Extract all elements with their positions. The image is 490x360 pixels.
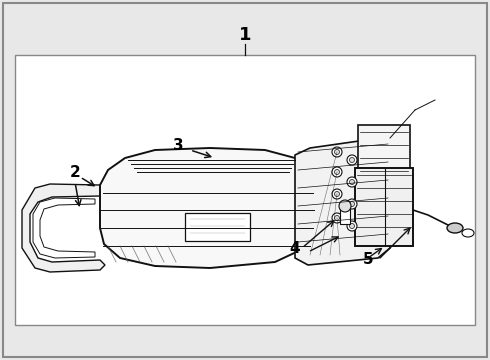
Bar bbox=[355, 168, 413, 246]
Polygon shape bbox=[22, 184, 105, 272]
Circle shape bbox=[332, 189, 342, 199]
Polygon shape bbox=[295, 138, 390, 265]
Bar bbox=[15, 55, 475, 325]
Circle shape bbox=[339, 200, 351, 212]
Text: 1: 1 bbox=[239, 26, 251, 44]
Circle shape bbox=[349, 158, 354, 162]
Circle shape bbox=[349, 224, 354, 229]
Circle shape bbox=[335, 149, 340, 154]
Circle shape bbox=[349, 180, 354, 185]
Bar bbox=[358, 125, 410, 187]
Text: 2: 2 bbox=[70, 165, 80, 180]
Circle shape bbox=[347, 199, 357, 209]
Polygon shape bbox=[33, 198, 95, 258]
Bar bbox=[185, 213, 250, 241]
Circle shape bbox=[335, 216, 340, 220]
Circle shape bbox=[347, 155, 357, 165]
Polygon shape bbox=[100, 148, 315, 268]
Circle shape bbox=[349, 202, 354, 207]
Bar bbox=[340, 208, 350, 224]
Circle shape bbox=[332, 147, 342, 157]
Circle shape bbox=[335, 170, 340, 175]
Text: 3: 3 bbox=[172, 138, 183, 153]
Circle shape bbox=[335, 192, 340, 197]
Ellipse shape bbox=[447, 223, 463, 233]
Circle shape bbox=[347, 221, 357, 231]
Ellipse shape bbox=[462, 229, 474, 237]
Text: 4: 4 bbox=[290, 240, 300, 256]
Text: 5: 5 bbox=[363, 252, 373, 267]
Circle shape bbox=[332, 167, 342, 177]
Circle shape bbox=[332, 213, 342, 223]
Circle shape bbox=[347, 177, 357, 187]
